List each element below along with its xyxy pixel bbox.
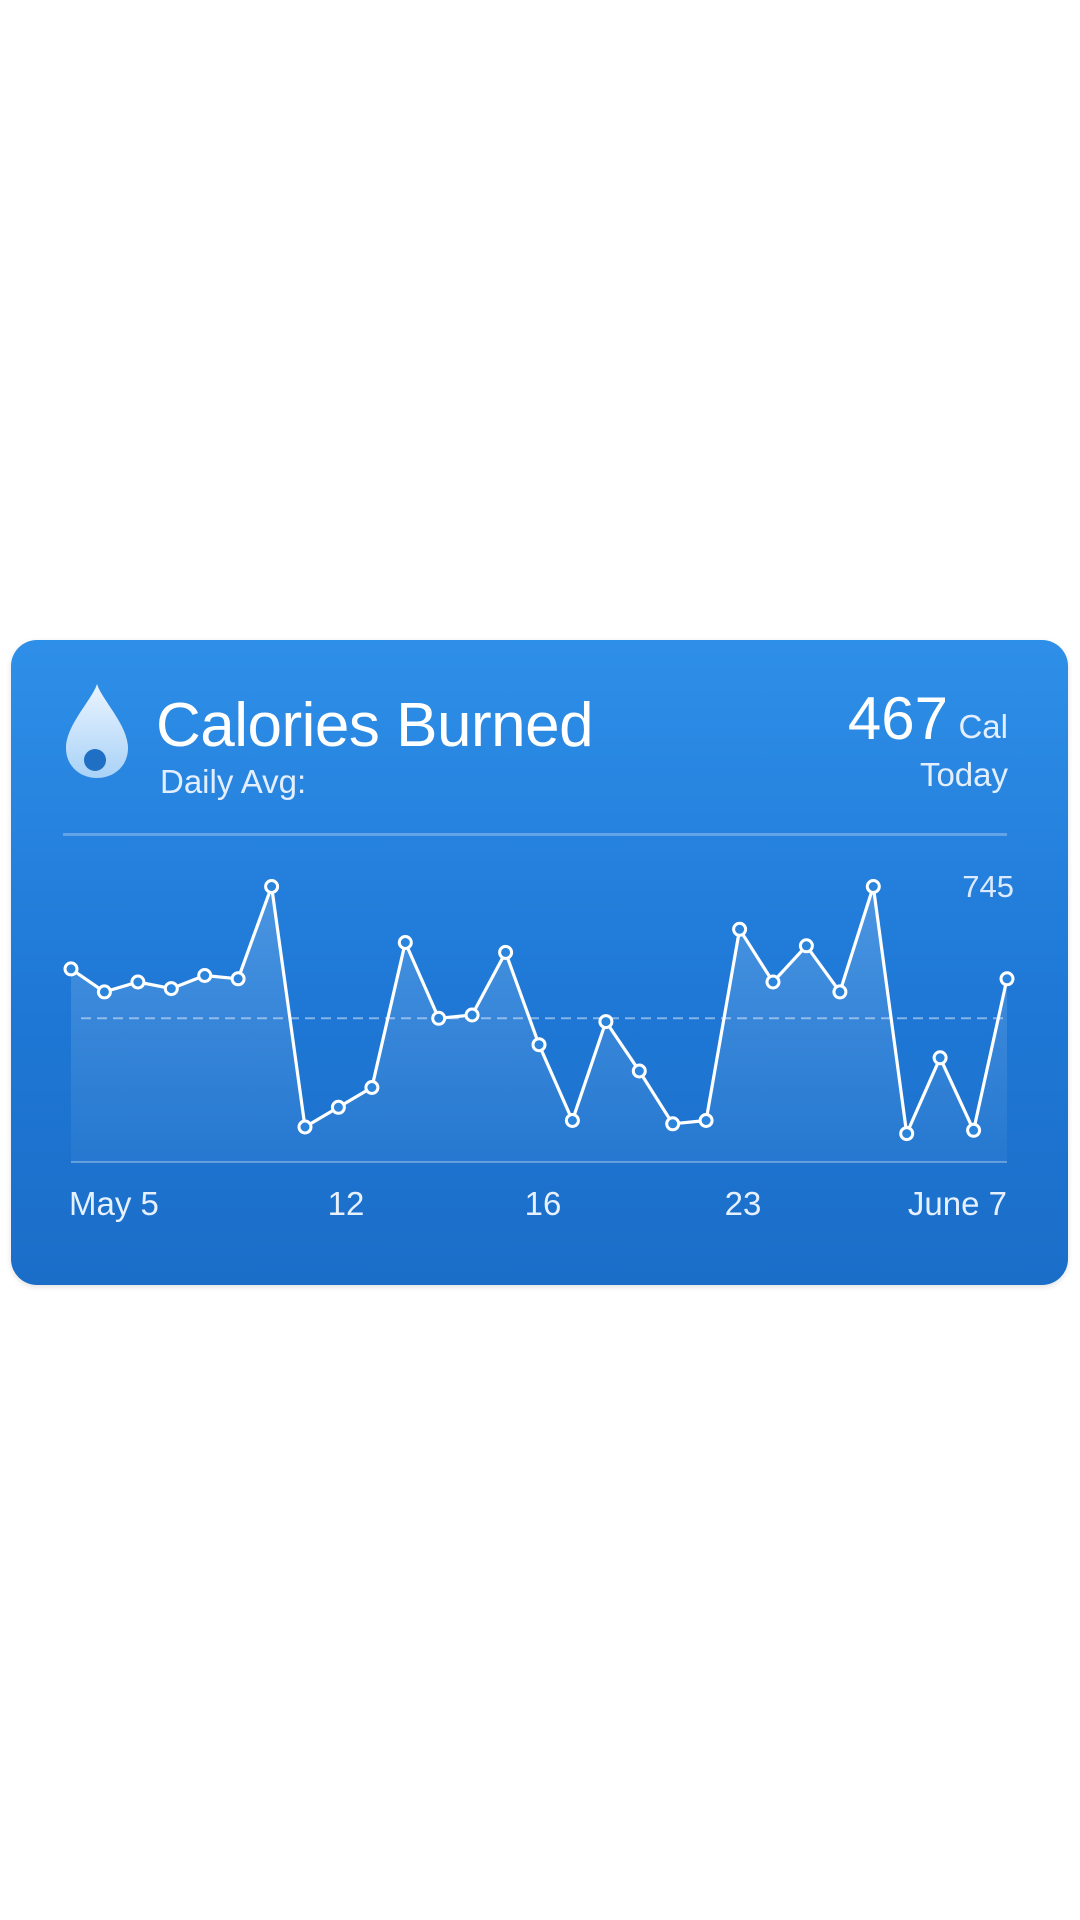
data-point bbox=[330, 1099, 346, 1115]
data-point bbox=[230, 971, 246, 987]
data-point bbox=[364, 1080, 380, 1095]
data-point bbox=[464, 1007, 480, 1023]
data-point bbox=[297, 1119, 313, 1135]
chart-area-fill bbox=[71, 886, 1007, 1162]
x-tick-label: May 5 bbox=[69, 1185, 159, 1222]
data-point bbox=[598, 1014, 614, 1030]
data-point bbox=[130, 974, 146, 990]
data-point bbox=[999, 971, 1015, 987]
data-point bbox=[96, 984, 112, 1000]
data-point bbox=[197, 968, 213, 983]
data-point bbox=[498, 944, 514, 960]
data-point bbox=[932, 1050, 948, 1066]
daily-average-label: Daily Avg: bbox=[160, 763, 307, 800]
data-point bbox=[698, 1113, 714, 1128]
data-point bbox=[397, 935, 413, 950]
x-tick-label: 16 bbox=[525, 1185, 562, 1222]
header-divider bbox=[63, 833, 1007, 836]
today-value: 467 bbox=[847, 685, 948, 752]
data-point bbox=[163, 981, 179, 997]
card-title: Calories Burned bbox=[156, 691, 594, 760]
today-label: Today bbox=[919, 756, 1008, 793]
data-point bbox=[63, 961, 79, 977]
calories-card[interactable]: Calories Burned Daily Avg: 467 Cal Today… bbox=[11, 640, 1068, 1285]
data-point bbox=[264, 879, 280, 894]
data-point bbox=[564, 1113, 580, 1128]
data-point bbox=[531, 1037, 547, 1053]
data-point bbox=[732, 921, 748, 937]
max-value-label: 745 bbox=[962, 869, 1014, 904]
x-tick-label: 23 bbox=[725, 1185, 762, 1222]
data-point bbox=[765, 974, 781, 990]
data-point bbox=[665, 1116, 681, 1132]
x-tick-label: June 7 bbox=[908, 1185, 1007, 1222]
data-point bbox=[899, 1126, 915, 1142]
water-drop-icon bbox=[66, 684, 128, 778]
calories-line-chart: May 5 12 16 23 June 7 745 bbox=[63, 869, 1015, 1222]
data-point bbox=[865, 879, 881, 894]
data-point bbox=[631, 1063, 647, 1079]
data-point bbox=[966, 1122, 982, 1138]
data-point bbox=[798, 938, 814, 954]
data-point bbox=[431, 1010, 447, 1026]
data-point bbox=[832, 984, 848, 1000]
today-unit: Cal bbox=[958, 708, 1008, 745]
x-tick-label: 12 bbox=[328, 1185, 365, 1222]
